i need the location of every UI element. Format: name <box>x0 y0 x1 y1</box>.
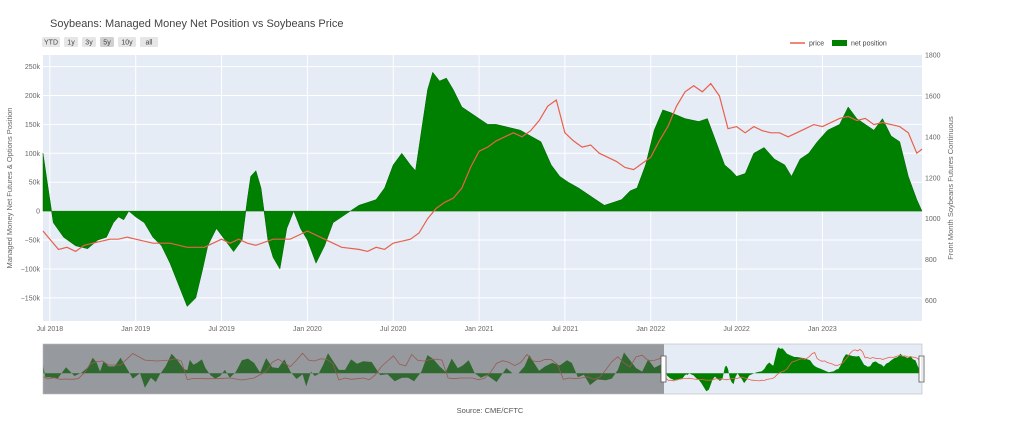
x-tick-label: Jan 2021 <box>465 326 494 333</box>
x-tick-label: Jul 2021 <box>552 326 579 333</box>
range-button-5y[interactable]: 5y <box>100 37 114 47</box>
x-tick-label: Jan 2022 <box>636 326 665 333</box>
range-selector: YTD 1y 3y 5y 10y all <box>42 37 158 47</box>
range-button-label: 3y <box>85 40 93 47</box>
legend-price-label[interactable]: price <box>809 41 824 48</box>
y2-axis-title: Front Month Soybeans Futures Continuous <box>946 116 955 260</box>
range-slider-border <box>42 343 923 395</box>
y2-tick-label: 1800 <box>925 53 941 60</box>
range-button-bg <box>42 37 60 47</box>
range-button-label: 10y <box>121 40 133 47</box>
range-slider[interactable] <box>42 343 925 395</box>
y-tick-label: 100k <box>25 151 41 158</box>
y-axis-left: 250k 200k 150k 100k 50k 0 −50k −100k −150k <box>21 64 41 302</box>
range-slider-right-handle[interactable] <box>918 355 925 383</box>
legend-net-position-label[interactable]: net position <box>851 41 887 48</box>
range-button-label: 5y <box>103 40 111 47</box>
x-tick-label: Jul 2020 <box>380 326 407 333</box>
y-tick-label: 200k <box>25 93 41 100</box>
y2-tick-label: 1000 <box>925 216 941 223</box>
legend-net-position-swatch <box>832 40 847 46</box>
range-button-3y[interactable]: 3y <box>82 37 96 47</box>
legend: price net position <box>790 40 887 48</box>
range-button-bg <box>140 37 158 47</box>
y2-tick-label: 1600 <box>925 93 941 100</box>
range-slider-area <box>43 347 922 392</box>
range-button-label: 1y <box>67 40 75 47</box>
y2-tick-label: 600 <box>925 298 937 305</box>
range-button-all[interactable]: all <box>140 37 158 47</box>
y2-tick-label: 800 <box>925 257 937 264</box>
y-tick-label: −100k <box>21 266 41 273</box>
y-tick-label: 0 <box>36 209 40 216</box>
y2-tick-label: 1400 <box>925 134 941 141</box>
y-tick-label: −150k <box>21 295 41 302</box>
range-button-label: YTD <box>44 40 58 47</box>
range-slider-mask <box>43 344 664 394</box>
x-tick-label: Jan 2019 <box>121 326 150 333</box>
range-button-10y[interactable]: 10y <box>118 37 136 47</box>
y2-tick-label: 1200 <box>925 175 941 182</box>
range-button-bg <box>118 37 136 47</box>
y-axis-title: Managed Money Net Futures & Options Posi… <box>5 108 14 269</box>
y-axis-right: 1800 1600 1400 1200 1000 800 600 <box>925 53 941 306</box>
y-tick-label: 150k <box>25 122 41 129</box>
x-tick-label: Jan 2023 <box>808 326 837 333</box>
range-button-label: all <box>145 40 152 47</box>
source-note: Source: CME/CFTC <box>457 406 524 415</box>
y-tick-label: 250k <box>25 64 41 71</box>
chart-title: Soybeans: Managed Money Net Position vs … <box>50 18 344 30</box>
range-button-ytd[interactable]: YTD <box>42 37 60 47</box>
price-line <box>42 82 923 253</box>
y-tick-label: 50k <box>29 180 41 187</box>
x-tick-label: Jul 2022 <box>723 326 750 333</box>
y-tick-label: −50k <box>25 238 41 245</box>
x-axis: Jul 2018 Jan 2019 Jul 2019 Jan 2020 Jul 2020… <box>37 326 837 333</box>
x-tick-label: Jul 2019 <box>208 326 235 333</box>
range-button-1y[interactable]: 1y <box>64 37 78 47</box>
net-position-area <box>42 71 923 307</box>
range-button-bg <box>64 37 78 47</box>
range-button-bg <box>82 37 96 47</box>
x-tick-label: Jan 2020 <box>293 326 322 333</box>
range-button-bg <box>100 37 114 47</box>
range-slider-left-handle[interactable] <box>660 355 667 383</box>
x-tick-label: Jul 2018 <box>37 326 64 333</box>
